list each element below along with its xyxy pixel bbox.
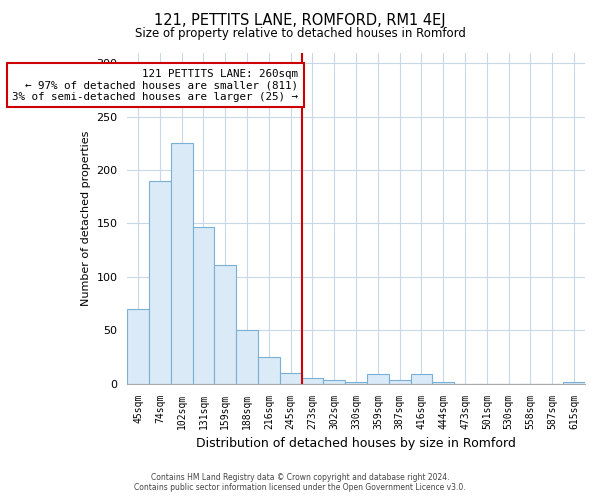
Text: Size of property relative to detached houses in Romford: Size of property relative to detached ho… (134, 28, 466, 40)
Text: 121 PETTITS LANE: 260sqm
← 97% of detached houses are smaller (811)
3% of semi-d: 121 PETTITS LANE: 260sqm ← 97% of detach… (13, 68, 298, 102)
Bar (236, 330, 258, 384)
Bar (193, 226, 214, 384)
Bar (367, 374, 389, 384)
Bar (345, 382, 367, 384)
Bar (389, 380, 410, 384)
Y-axis label: Number of detached properties: Number of detached properties (81, 130, 91, 306)
Bar (171, 144, 193, 384)
Bar (258, 357, 280, 384)
Bar (214, 265, 236, 384)
Bar (302, 378, 323, 384)
X-axis label: Distribution of detached houses by size in Romford: Distribution of detached houses by size … (196, 437, 516, 450)
Bar (323, 380, 345, 384)
Text: 121, PETTITS LANE, ROMFORD, RM1 4EJ: 121, PETTITS LANE, ROMFORD, RM1 4EJ (154, 12, 446, 28)
Text: Contains HM Land Registry data © Crown copyright and database right 2024.
Contai: Contains HM Land Registry data © Crown c… (134, 473, 466, 492)
Bar (127, 309, 149, 384)
Bar (410, 374, 433, 384)
Bar (149, 180, 171, 384)
Bar (563, 382, 585, 384)
Bar (433, 382, 454, 384)
Bar (280, 373, 302, 384)
